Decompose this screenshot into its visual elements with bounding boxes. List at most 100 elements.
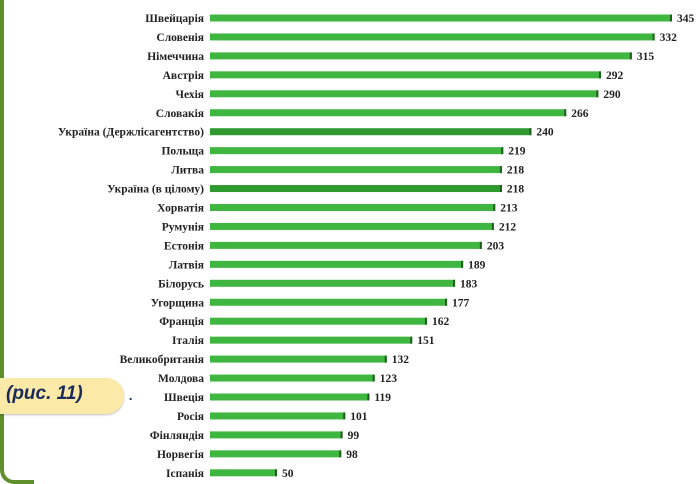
category-label-11: Румунія — [162, 221, 204, 233]
bar-end-tick-14 — [453, 279, 456, 287]
value-label-0: 345 — [677, 13, 695, 25]
bar-21 — [210, 412, 346, 420]
value-label-14: 183 — [460, 278, 478, 290]
category-label-18: Великобританія — [120, 354, 204, 366]
category-label-10: Хорватія — [157, 203, 204, 215]
bar-1 — [210, 33, 655, 41]
bar-2 — [210, 52, 632, 60]
value-label-2: 315 — [637, 51, 655, 63]
value-label-5: 266 — [571, 108, 589, 120]
bar-end-tick-18 — [384, 355, 387, 363]
frame-top — [0, 0, 696, 8]
bar-24 — [210, 469, 277, 477]
category-label-12: Естонія — [164, 240, 204, 252]
value-label-1: 332 — [660, 32, 678, 44]
value-label-18: 132 — [392, 354, 410, 366]
category-label-6: Україна (Держлісагентство) — [58, 127, 204, 139]
bar-7 — [210, 147, 504, 155]
bar-5 — [210, 109, 567, 117]
bar-14 — [210, 279, 456, 287]
bar-end-tick-10 — [493, 204, 496, 211]
category-label-23: Норвегія — [157, 449, 204, 461]
bar-end-tick-20 — [367, 393, 370, 401]
bar-19 — [210, 374, 375, 382]
category-label-16: Франція — [159, 316, 204, 328]
bar-3 — [210, 71, 602, 79]
category-label-8: Литва — [171, 165, 204, 177]
category-label-1: Словенія — [156, 32, 204, 44]
category-label-0: Швейцарія — [145, 13, 204, 25]
bar-end-tick-12 — [479, 241, 482, 249]
value-label-6: 240 — [536, 127, 554, 139]
bar-20 — [210, 393, 370, 401]
figure-caption-period: . — [128, 384, 134, 405]
bar-0 — [210, 14, 672, 22]
value-label-19: 123 — [380, 373, 398, 385]
value-label-12: 203 — [487, 240, 505, 252]
bar-13 — [210, 260, 464, 268]
bar-end-tick-5 — [564, 109, 567, 117]
bar-9 — [210, 185, 502, 193]
bar-end-tick-17 — [410, 336, 413, 344]
frame-left-border — [0, 0, 34, 484]
value-label-7: 219 — [508, 146, 526, 158]
category-label-7: Польща — [161, 146, 204, 158]
value-label-20: 119 — [374, 392, 391, 404]
bar-end-tick-3 — [599, 71, 602, 79]
value-label-16: 162 — [432, 316, 450, 328]
bar-10 — [210, 204, 496, 211]
bar-12 — [210, 241, 482, 249]
bar-end-tick-23 — [339, 450, 342, 458]
value-label-24: 50 — [282, 468, 294, 480]
category-label-9: Україна (в цілому) — [107, 184, 204, 196]
category-label-19: Молдова — [158, 373, 204, 385]
category-label-4: Чехія — [176, 89, 204, 101]
bar-end-tick-1 — [652, 33, 655, 41]
category-label-20: Швеція — [164, 392, 204, 404]
value-label-9: 218 — [507, 184, 525, 196]
value-label-10: 213 — [500, 203, 517, 215]
bar-23 — [210, 450, 342, 458]
value-label-21: 101 — [350, 411, 368, 423]
category-label-14: Білорусь — [158, 278, 204, 290]
bar-6 — [210, 128, 532, 136]
category-label-2: Німеччина — [147, 51, 204, 63]
value-label-4: 290 — [603, 89, 621, 101]
bar-17 — [210, 336, 413, 344]
bar-end-tick-15 — [445, 298, 448, 306]
bar-22 — [210, 431, 343, 439]
bar-end-tick-9 — [499, 185, 502, 193]
figure-caption-text: (рис. 11) — [6, 383, 83, 404]
bar-end-tick-7 — [501, 147, 504, 155]
bar-end-tick-24 — [274, 469, 277, 477]
value-label-13: 189 — [468, 259, 486, 271]
bar-8 — [210, 166, 502, 174]
bar-18 — [210, 355, 387, 363]
category-label-22: Фінляндія — [150, 430, 204, 442]
category-label-13: Латвія — [169, 259, 204, 271]
bar-end-tick-22 — [340, 431, 343, 439]
bar-end-tick-0 — [670, 14, 672, 22]
value-label-23: 98 — [346, 449, 358, 461]
category-label-3: Австрія — [163, 70, 204, 82]
value-label-8: 218 — [507, 165, 525, 177]
bar-end-tick-16 — [424, 317, 427, 325]
bar-end-tick-6 — [529, 128, 532, 136]
category-label-15: Угорщина — [151, 297, 205, 309]
category-label-21: Росія — [177, 411, 204, 423]
bar-end-tick-21 — [343, 412, 346, 420]
bar-16 — [210, 317, 427, 325]
category-label-24: Іспанія — [166, 468, 204, 480]
figure-caption-badge: (рис. 11) — [0, 378, 124, 414]
bar-15 — [210, 298, 448, 306]
bar-end-tick-4 — [596, 90, 599, 98]
bar-end-tick-2 — [629, 52, 632, 60]
bar-11 — [210, 222, 494, 230]
bar-end-tick-13 — [461, 260, 464, 268]
value-label-3: 292 — [606, 70, 624, 82]
value-label-17: 151 — [417, 335, 435, 347]
category-label-5: Словакія — [156, 108, 204, 120]
bar-end-tick-19 — [372, 374, 375, 382]
value-label-11: 212 — [499, 221, 517, 233]
